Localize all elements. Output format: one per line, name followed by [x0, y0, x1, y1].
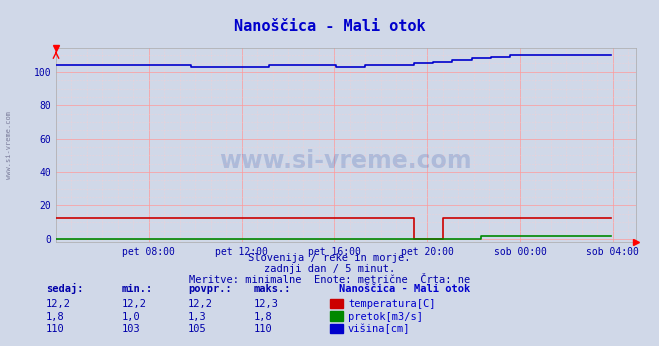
- Text: sedaj:: sedaj:: [46, 283, 84, 294]
- Text: 110: 110: [46, 324, 65, 334]
- Text: www.si-vreme.com: www.si-vreme.com: [219, 149, 473, 173]
- Text: 1,8: 1,8: [254, 312, 272, 322]
- Text: Meritve: minimalne  Enote: metrične  Črta: ne: Meritve: minimalne Enote: metrične Črta:…: [189, 275, 470, 285]
- Text: 105: 105: [188, 324, 206, 334]
- Text: 1,3: 1,3: [188, 312, 206, 322]
- Text: 103: 103: [122, 324, 140, 334]
- Text: 110: 110: [254, 324, 272, 334]
- Text: Nanoščica - Mali otok: Nanoščica - Mali otok: [339, 284, 471, 294]
- Text: pretok[m3/s]: pretok[m3/s]: [348, 312, 423, 322]
- Text: 1,0: 1,0: [122, 312, 140, 322]
- Text: Slovenija / reke in morje.: Slovenija / reke in morje.: [248, 253, 411, 263]
- Text: 1,8: 1,8: [46, 312, 65, 322]
- Text: temperatura[C]: temperatura[C]: [348, 299, 436, 309]
- Text: min.:: min.:: [122, 284, 153, 294]
- Text: 12,2: 12,2: [46, 299, 71, 309]
- Text: maks.:: maks.:: [254, 284, 291, 294]
- Text: 12,2: 12,2: [122, 299, 147, 309]
- Text: 12,2: 12,2: [188, 299, 213, 309]
- Text: zadnji dan / 5 minut.: zadnji dan / 5 minut.: [264, 264, 395, 274]
- Text: www.si-vreme.com: www.si-vreme.com: [5, 111, 12, 179]
- Text: Nanoščica - Mali otok: Nanoščica - Mali otok: [234, 19, 425, 34]
- Text: višina[cm]: višina[cm]: [348, 324, 411, 334]
- Text: povpr.:: povpr.:: [188, 284, 231, 294]
- Text: 12,3: 12,3: [254, 299, 279, 309]
